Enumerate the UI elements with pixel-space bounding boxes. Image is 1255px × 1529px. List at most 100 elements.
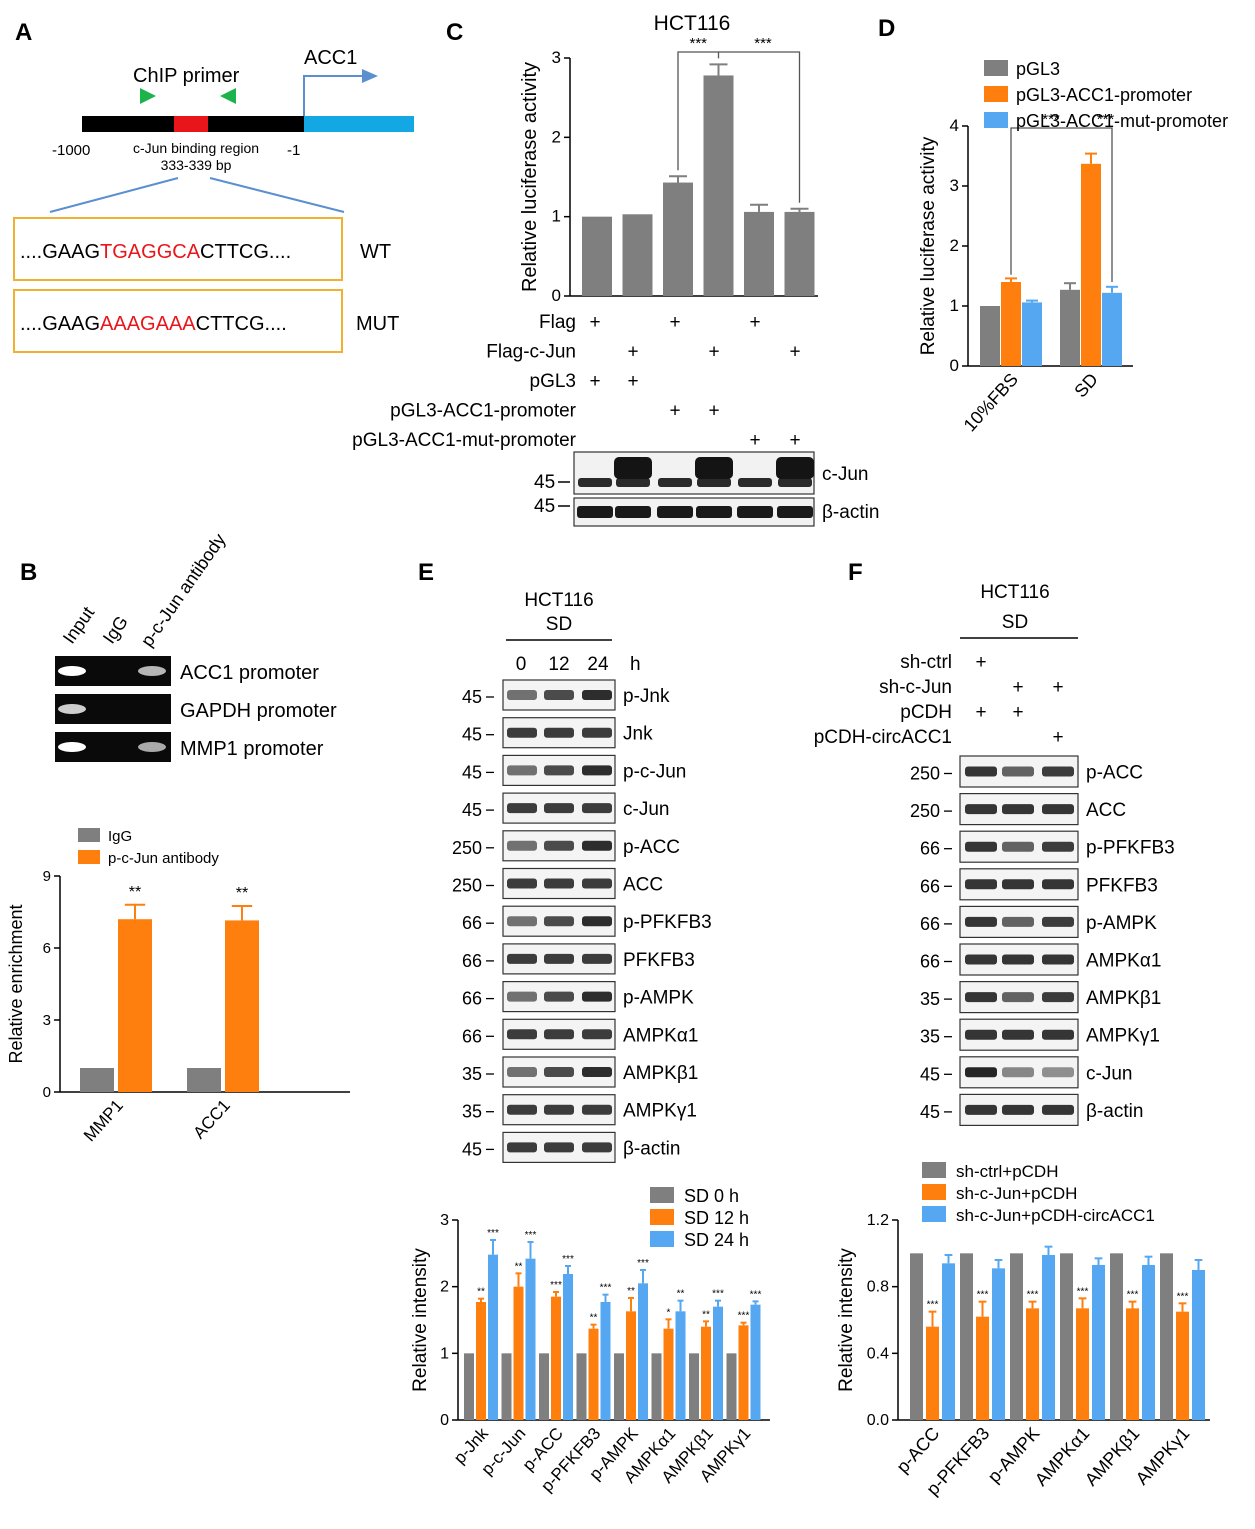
plus-mark: +	[749, 430, 760, 451]
blot-label-p-acc: p-ACC	[623, 837, 680, 858]
band	[697, 478, 731, 487]
mw-marker: 66	[462, 989, 482, 1009]
plus-mark: +	[975, 652, 986, 673]
c-row-label-pgl3-acc1-mut-promoter: pGL3-ACC1-mut-promoter	[352, 430, 577, 451]
lane-pcjun-label: p-c-Jun antibody	[137, 530, 230, 650]
band	[507, 1142, 537, 1153]
band	[965, 766, 997, 777]
significance-star: ***	[1077, 1286, 1089, 1297]
bar-p-pfkfb3-sd-0-h	[576, 1353, 587, 1420]
legend-label-sd-12-h: SD 12 h	[684, 1208, 749, 1228]
band	[544, 991, 574, 1002]
y-axis-label: Relative luciferase activity	[918, 136, 939, 355]
legend-label-pgl3-acc1-mut-promoter: pGL3-ACC1-mut-promoter	[1016, 111, 1228, 131]
y-tick-label: 3	[552, 48, 561, 67]
band	[965, 841, 997, 852]
bar-ampk-1-sh-c-jun-pcdh	[1176, 1311, 1189, 1420]
band	[507, 1067, 537, 1077]
panel-b-chip-gel: Input IgG p-c-Jun antibody ACC1 promoter…	[55, 530, 337, 762]
significance-bracket	[1091, 127, 1113, 282]
blot-label-ampk-1: AMPKβ1	[1086, 988, 1161, 1009]
band	[965, 916, 997, 927]
bar-p-jnk-sd-24-h	[488, 1254, 498, 1420]
e-condition: SD	[546, 614, 572, 635]
bar-ampk-1-sh-ctrl-pcdh	[1160, 1253, 1173, 1420]
gel-label-mmp1-promoter: MMP1 promoter	[180, 738, 324, 760]
band	[1002, 1104, 1034, 1115]
band	[777, 506, 813, 518]
band	[1042, 916, 1074, 927]
significance-star: ***	[487, 1228, 499, 1239]
significance-bracket	[718, 51, 801, 203]
bar-10-fbs-pgl3-acc1-mut-promoter	[1022, 302, 1042, 366]
blot-label-p-c-jun: p-c-Jun	[623, 761, 686, 782]
bar-p-ampk-sd-0-h	[614, 1353, 624, 1420]
y-tick-label: 3	[950, 176, 959, 195]
legend-label-pgl3-acc1-promoter: pGL3-ACC1-promoter	[1016, 85, 1192, 105]
x-tick-label: MMP1	[80, 1096, 127, 1145]
significance-star: ***	[1027, 1290, 1039, 1301]
bar-p-pfkfb3-sh-c-jun-pcdh-circacc1	[992, 1268, 1005, 1420]
significance-star: ***	[1042, 111, 1060, 128]
legend-label-sd-24-h: SD 24 h	[684, 1230, 749, 1250]
plus-mark: +	[708, 342, 719, 363]
significance-star: **	[677, 1289, 685, 1300]
chart-b-enrichment: 0 3 6 9 Relative enrichment MMP1 ACC1 ** ** IgG p-…	[6, 828, 350, 1145]
band	[582, 690, 612, 700]
gel-label-acc1-promoter: ACC1 promoter	[180, 662, 319, 684]
bar-6-luciferase	[784, 211, 815, 296]
f-row-label-sh-ctrl: sh-ctrl	[900, 652, 952, 673]
band	[965, 954, 997, 965]
significance-star: **	[627, 1286, 635, 1297]
significance-star: ***	[689, 35, 707, 52]
blot-label-pfkfb3: PFKFB3	[623, 950, 695, 971]
y-tick-label: 6	[43, 940, 51, 957]
bar-ampk-1-sd-12-h	[663, 1328, 674, 1420]
panel-label-c: C	[446, 19, 463, 46]
y-tick-label: 1.2	[867, 1212, 889, 1229]
band	[1042, 879, 1074, 890]
band	[776, 457, 814, 479]
legend-label-sh-ctrl-pcdh: sh-ctrl+pCDH	[956, 1162, 1059, 1181]
bar-p-acc-sd-0-h	[539, 1353, 549, 1420]
plus-mark: +	[589, 371, 600, 392]
band	[657, 506, 693, 518]
plus-mark: +	[1052, 677, 1063, 698]
y-tick-label: 2	[950, 236, 959, 255]
gel-band	[138, 742, 166, 752]
band	[582, 1029, 612, 1040]
legend-swatch-pgl3	[984, 60, 1008, 76]
significance-star: **	[702, 1309, 710, 1320]
blot-label-actin: β-actin	[1086, 1101, 1143, 1122]
band	[737, 506, 773, 518]
panel-label-f: F	[848, 559, 863, 586]
blot-label-acc: ACC	[623, 875, 663, 896]
blot-label-bactin: β-actin	[822, 502, 879, 523]
f-row-label-pcdh-circacc1: pCDH-circACC1	[814, 727, 952, 748]
band	[965, 1067, 997, 1078]
band	[582, 1104, 612, 1115]
panel-f-conditions: sh-ctrl + sh-c-Jun + + pCDH + + pCDH-circACC1 +	[814, 652, 1064, 748]
bar-ampk-1-sh-c-jun-pcdh-circacc1	[1142, 1265, 1155, 1420]
wt-sequence: ....GAAGTGAGGCACTTCG....	[20, 241, 291, 263]
band	[1042, 1067, 1074, 1078]
chip-primer-label: ChIP primer	[133, 65, 240, 87]
legend-label-sh-c-jun-pcdh-circacc1: sh-c-Jun+pCDH-circACC1	[956, 1206, 1155, 1225]
band	[544, 1029, 574, 1040]
c-row-label-flag-c-jun: Flag-c-Jun	[486, 342, 576, 363]
blot-label-p-ampk: p-AMPK	[623, 988, 694, 1009]
reverse-primer-arrow-icon	[220, 88, 236, 104]
wt-sequence-box	[13, 217, 343, 281]
band	[965, 1029, 997, 1040]
band	[507, 803, 537, 814]
band	[696, 506, 732, 518]
x-tick-label: AMPKγ1	[1132, 1423, 1194, 1488]
mw-marker: 45	[920, 1064, 940, 1084]
band	[965, 992, 997, 1003]
panel-label-b: B	[20, 559, 37, 586]
bar-ampk-1-sd-0-h	[651, 1353, 662, 1420]
forward-primer-arrow-icon	[140, 88, 156, 104]
band	[544, 1142, 574, 1153]
y-tick-label: 4	[950, 116, 959, 135]
